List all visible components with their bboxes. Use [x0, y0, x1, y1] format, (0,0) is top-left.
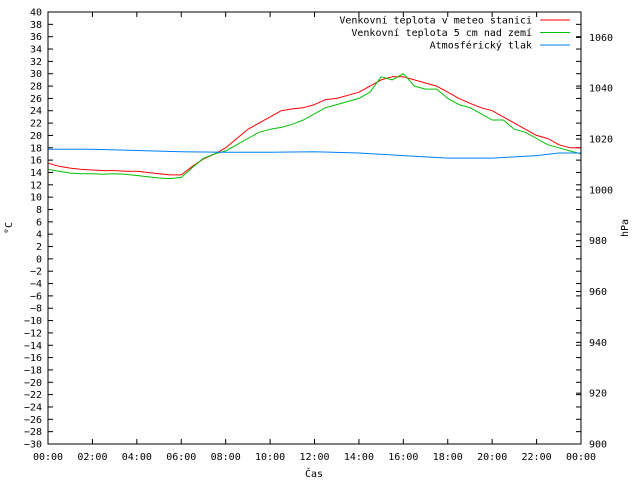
y-left-tick-label: 28	[30, 82, 42, 93]
y-left-tick-label: −28	[24, 427, 42, 438]
x-tick-label: 14:00	[344, 452, 374, 463]
y-left-tick-label: −6	[30, 291, 42, 302]
x-tick-label: 22:00	[522, 452, 552, 463]
y-left-tick-label: −2	[30, 267, 42, 278]
legend-label-1: Venkovní teplota v meteo stanici	[339, 15, 532, 27]
y-left-tick-label: −14	[24, 341, 42, 352]
plot-frame	[47, 11, 582, 445]
y-left-tick-label: −22	[24, 390, 42, 401]
x-tick-label: 20:00	[477, 452, 507, 463]
x-tick-label: 06:00	[166, 452, 196, 463]
y-left-tick-label: −16	[24, 353, 42, 364]
y-left-tick-label: 26	[30, 94, 42, 105]
x-tick-label: 10:00	[255, 452, 285, 463]
legend-label-2: Venkovní teplota 5 cm nad zemí	[351, 27, 532, 39]
series-layer	[47, 73, 582, 180]
y-right-tick-label: 1020	[589, 135, 613, 146]
y-right-tick-label: 960	[589, 287, 607, 298]
y-left-tick-label: 20	[30, 131, 42, 142]
y-left-tick-label: 18	[30, 143, 42, 154]
y-left-tick-label: 32	[30, 57, 42, 68]
x-tick-label: 00:00	[566, 452, 596, 463]
x-tick-label: 08:00	[211, 452, 241, 463]
y-right-tick-label: 1040	[589, 84, 613, 95]
y-left-tick-label: 38	[30, 20, 42, 31]
y-left-tick-label: 16	[30, 156, 42, 167]
series-line-1	[47, 76, 581, 176]
y-left-tick-label: 2	[36, 242, 42, 253]
y-right-tick-label: 920	[589, 389, 607, 400]
x-tick-label: 04:00	[122, 452, 152, 463]
y-left-tick-label: −4	[30, 279, 42, 290]
x-tick-label: 00:00	[33, 452, 63, 463]
legend-label-3: Atmosférický tlak	[430, 40, 532, 52]
series-line-3	[48, 148, 581, 159]
y-left-tick-label: −24	[24, 402, 42, 413]
y-left-tick-label: 6	[36, 217, 42, 228]
x-tick-label: 02:00	[77, 452, 107, 463]
y-left-tick-label: 40	[30, 8, 42, 19]
y-right-tick-label: 900	[589, 440, 607, 451]
left-axis: −30−28−26−24−22−20−18−16−14−12−10−8−6−4−…	[24, 8, 581, 451]
y-right-tick-label: 940	[589, 338, 607, 349]
y-right-tick-label: 1000	[589, 185, 613, 196]
y-left-tick-label: 30	[30, 69, 42, 80]
right-axis: 900 920 940 960 980 1000 1020 1040 1060	[576, 33, 613, 451]
y-left-tick-label: −12	[24, 328, 42, 339]
y-left-label: °C	[4, 222, 15, 234]
y-left-tick-label: 36	[30, 32, 42, 43]
y-left-tick-label: 4	[36, 230, 42, 241]
y-left-tick-label: −18	[24, 365, 42, 376]
y-right-tick-label: 1060	[589, 33, 613, 44]
y-left-tick-label: 14	[30, 168, 42, 179]
y-left-tick-label: −30	[24, 440, 42, 451]
y-right-tick-label: 980	[589, 236, 607, 247]
y-left-tick-label: 24	[30, 106, 42, 117]
y-left-tick-label: 34	[30, 45, 42, 56]
x-label: Čas	[305, 467, 323, 480]
y-left-tick-label: −10	[24, 316, 42, 327]
x-axis: 00:00 02:00 04:00 06:00 08:00 10:00 12:00 14:00…	[33, 12, 596, 463]
y-left-tick-label: 10	[30, 193, 42, 204]
y-left-tick-label: −26	[24, 415, 42, 426]
y-left-tick-label: −8	[30, 304, 42, 315]
y-left-tick-label: 12	[30, 180, 42, 191]
y-left-tick-label: −20	[24, 378, 42, 389]
y-right-label: hPa	[620, 219, 631, 237]
x-tick-label: 16:00	[388, 452, 418, 463]
x-tick-label: 18:00	[433, 452, 463, 463]
x-tick-label: 12:00	[299, 452, 329, 463]
series-line-2	[47, 73, 582, 180]
legend: Venkovní teplota v meteo staniciVenkovní…	[339, 15, 570, 52]
y-left-tick-label: 22	[30, 119, 42, 130]
y-left-tick-label: 0	[36, 254, 42, 265]
y-left-tick-label: 8	[36, 205, 42, 216]
